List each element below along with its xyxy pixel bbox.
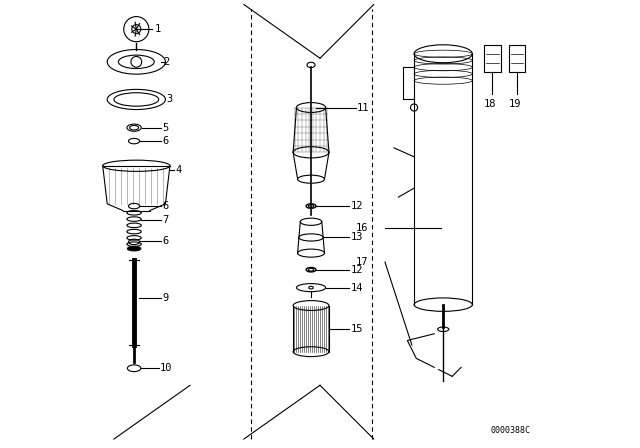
Text: 11: 11 [357,103,370,112]
Text: 14: 14 [351,283,363,293]
Text: 0000388C: 0000388C [491,426,531,435]
Text: 7: 7 [163,215,168,224]
Text: 9: 9 [163,293,168,303]
Bar [484,45,502,72]
Text: 10: 10 [160,363,173,373]
Text: 17: 17 [356,257,369,267]
Bar [509,45,525,72]
Text: 15: 15 [351,324,363,334]
Ellipse shape [127,246,141,251]
Text: 13: 13 [351,233,363,242]
Text: 3: 3 [167,95,173,104]
Text: 6: 6 [163,236,168,246]
Text: 6: 6 [163,136,168,146]
Text: 12: 12 [351,201,363,211]
Text: 16: 16 [356,224,369,233]
Text: 6: 6 [163,201,168,211]
Text: 19: 19 [509,99,521,108]
Text: 4: 4 [176,165,182,175]
Text: 12: 12 [351,265,363,275]
Text: 5: 5 [163,123,168,133]
Text: 1: 1 [154,24,161,34]
Text: 18: 18 [484,99,497,108]
Text: 2: 2 [163,57,170,67]
